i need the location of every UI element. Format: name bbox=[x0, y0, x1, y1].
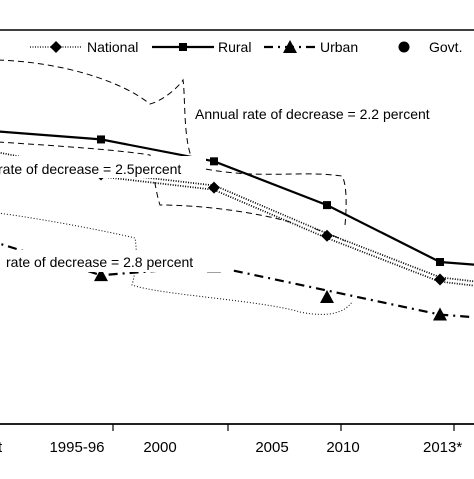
urban-point-2010 bbox=[433, 307, 447, 321]
plot-frame bbox=[0, 29, 474, 425]
legend-national-marker bbox=[50, 41, 62, 53]
legend-national-label: National bbox=[87, 39, 138, 55]
rural-point-2010 bbox=[436, 258, 444, 267]
rural-point-1995-96 bbox=[97, 135, 105, 144]
national-point-2005 bbox=[321, 229, 333, 242]
x-tick-label-1: 1995-96 bbox=[49, 439, 104, 456]
national-point-2000 bbox=[208, 181, 220, 194]
urban-point-1995-96 bbox=[94, 268, 108, 282]
annotation-national: rate of decrease = 2.5percent bbox=[0, 161, 181, 177]
x-tick-label-3: 2005 bbox=[255, 439, 288, 456]
rural-rate-brace bbox=[0, 59, 347, 226]
annotation-bg-1 bbox=[190, 102, 474, 124]
legend-urban-marker bbox=[283, 40, 297, 53]
legend-items: National Rural Urban Govt. bbox=[30, 39, 462, 55]
annotation-urban: rate of decrease = 2.8 percent bbox=[6, 254, 193, 270]
legend-govt-label: Govt. bbox=[429, 39, 462, 55]
legend-box bbox=[0, 33, 474, 61]
rural-point-2005 bbox=[323, 201, 331, 210]
rural-point-2000 bbox=[210, 157, 218, 166]
urban-point-2005 bbox=[320, 290, 334, 304]
x-tick-label-4: 2010 bbox=[326, 439, 359, 456]
annotation-rural: Annual rate of decrease = 2.2 percent bbox=[195, 106, 430, 122]
annotation-braces bbox=[0, 59, 353, 315]
national-point-2010 bbox=[434, 273, 446, 286]
legend-urban-label: Urban bbox=[320, 39, 358, 55]
annotation-texts: Annual rate of decrease = 2.2 percent ra… bbox=[0, 102, 474, 272]
legend-govt-marker bbox=[398, 41, 410, 53]
legend-rural-marker bbox=[179, 43, 187, 51]
legend: National Rural Urban Govt. bbox=[0, 33, 474, 61]
legend-rural-label: Rural bbox=[218, 39, 251, 55]
x-tick-label-5: 2013* bbox=[423, 439, 462, 456]
annotation-bg-2 bbox=[0, 156, 206, 178]
x-axis: t 1995-96 2000 2005 2010 2013* bbox=[0, 423, 474, 456]
x-tick-label-2: 2000 bbox=[143, 439, 176, 456]
urban-rate-brace bbox=[0, 212, 353, 315]
annotation-bg-3 bbox=[2, 250, 230, 272]
x-tick-label-0: t bbox=[0, 439, 3, 456]
